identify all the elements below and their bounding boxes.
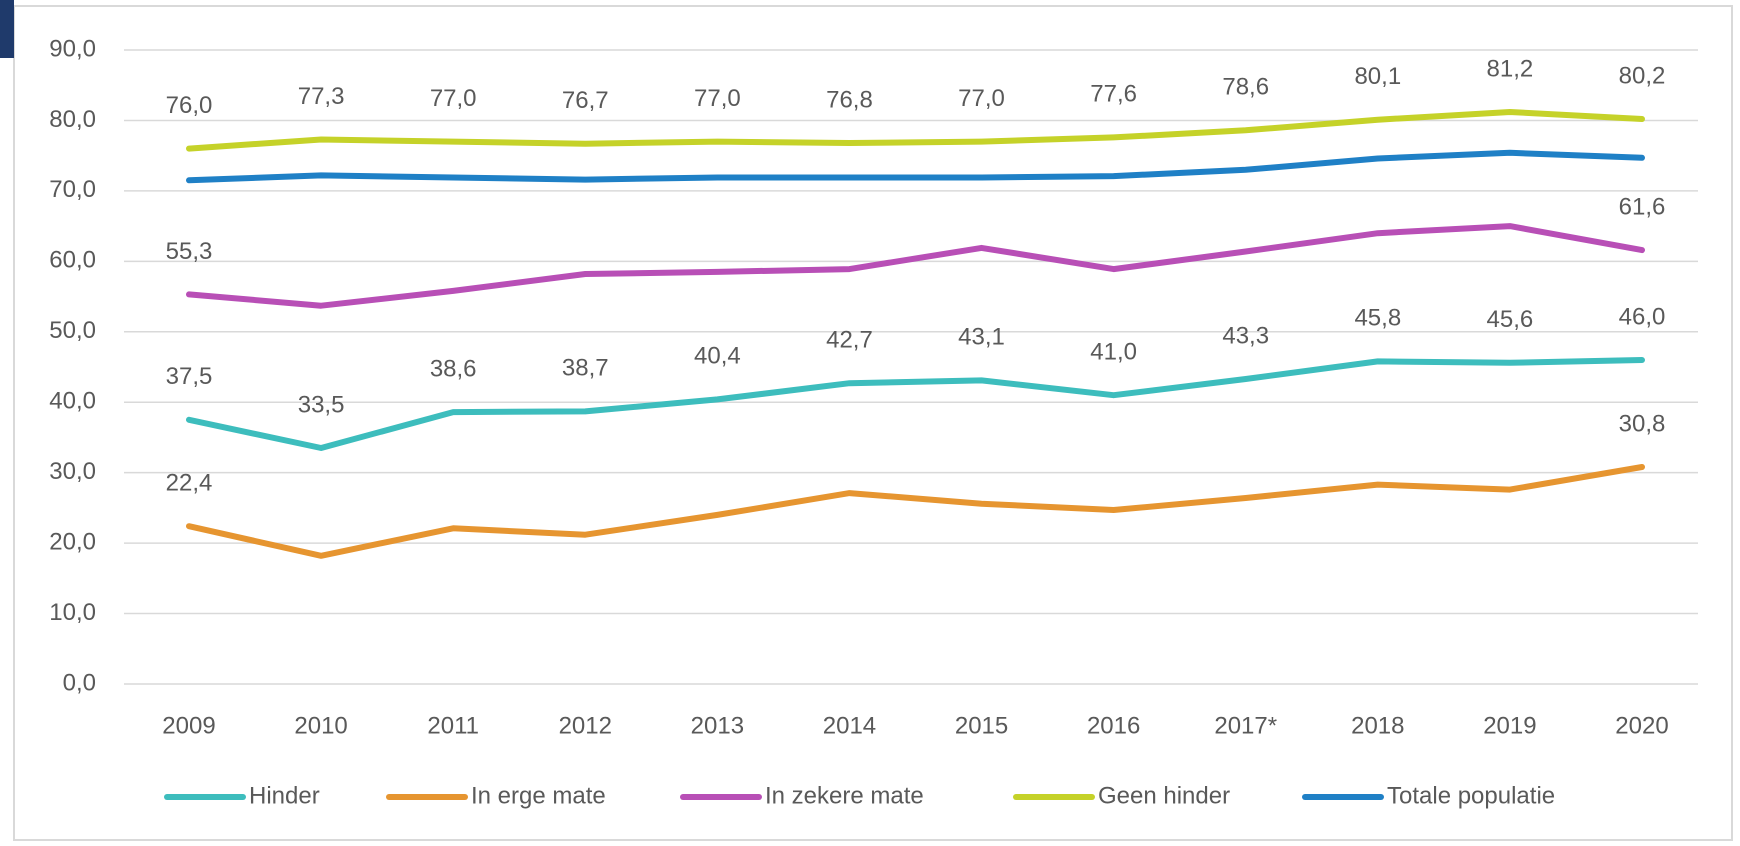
data-label: 77,0	[958, 85, 1005, 112]
series-line	[186, 464, 1645, 559]
data-label: 76,7	[562, 87, 609, 114]
data-label: 30,8	[1619, 410, 1666, 437]
x-tick-label: 2013	[691, 712, 744, 739]
x-tick-label: 2014	[823, 712, 876, 739]
data-label: 40,4	[694, 343, 741, 370]
data-label: 45,6	[1487, 306, 1534, 333]
data-label: 80,2	[1619, 62, 1666, 89]
data-label: 43,1	[958, 324, 1005, 351]
data-label: 76,0	[166, 92, 213, 119]
series-line	[186, 109, 1645, 152]
x-tick-label: 2020	[1615, 712, 1668, 739]
data-label: 77,0	[430, 85, 477, 112]
data-label: 77,3	[298, 83, 345, 110]
x-tick-label: 2010	[294, 712, 347, 739]
data-label: 22,4	[166, 470, 213, 497]
x-tick-label: 2019	[1483, 712, 1536, 739]
x-tick-label: 2017*	[1214, 712, 1277, 739]
x-tick-label: 2016	[1087, 712, 1140, 739]
x-tick-label: 2011	[427, 712, 479, 739]
data-label: 77,6	[1090, 81, 1137, 108]
x-tick-label: 2012	[559, 712, 612, 739]
y-tick-label: 80,0	[49, 106, 96, 133]
data-label: 46,0	[1619, 303, 1666, 330]
series-line	[186, 149, 1645, 184]
data-label: 41,0	[1090, 339, 1137, 366]
data-label: 42,7	[826, 327, 873, 354]
legend-label: Hinder	[249, 782, 320, 809]
data-label: 77,0	[694, 85, 741, 112]
y-tick-label: 90,0	[49, 35, 96, 62]
data-label: 33,5	[298, 391, 345, 418]
x-tick-label: 2009	[162, 712, 215, 739]
data-label: 37,5	[166, 363, 213, 390]
y-tick-label: 30,0	[49, 458, 96, 485]
data-label: 81,2	[1487, 55, 1534, 82]
series-line	[186, 223, 1645, 309]
data-label: 80,1	[1354, 63, 1401, 90]
y-tick-label: 40,0	[49, 388, 96, 415]
corner-block	[0, 0, 14, 58]
x-tick-label: 2018	[1351, 712, 1404, 739]
y-tick-label: 60,0	[49, 247, 96, 274]
data-label: 78,6	[1222, 74, 1269, 101]
legend-label: Geen hinder	[1098, 782, 1230, 809]
y-tick-label: 70,0	[49, 176, 96, 203]
data-label: 45,8	[1354, 305, 1401, 332]
x-tick-label: 2015	[955, 712, 1008, 739]
data-label: 43,3	[1222, 322, 1269, 349]
chart-frame	[13, 5, 1733, 841]
series-line	[186, 357, 1645, 451]
legend-label: Totale populatie	[1387, 782, 1555, 809]
y-tick-label: 20,0	[49, 528, 96, 555]
data-label: 76,8	[826, 86, 873, 113]
legend-label: In zekere mate	[765, 782, 924, 809]
data-label: 55,3	[166, 238, 213, 265]
data-label: 38,7	[562, 355, 609, 382]
data-label: 38,6	[430, 355, 477, 382]
legend-label: In erge mate	[471, 782, 606, 809]
y-tick-label: 0,0	[63, 669, 96, 696]
y-tick-label: 10,0	[49, 599, 96, 626]
y-tick-label: 50,0	[49, 317, 96, 344]
data-label: 61,6	[1619, 193, 1666, 220]
